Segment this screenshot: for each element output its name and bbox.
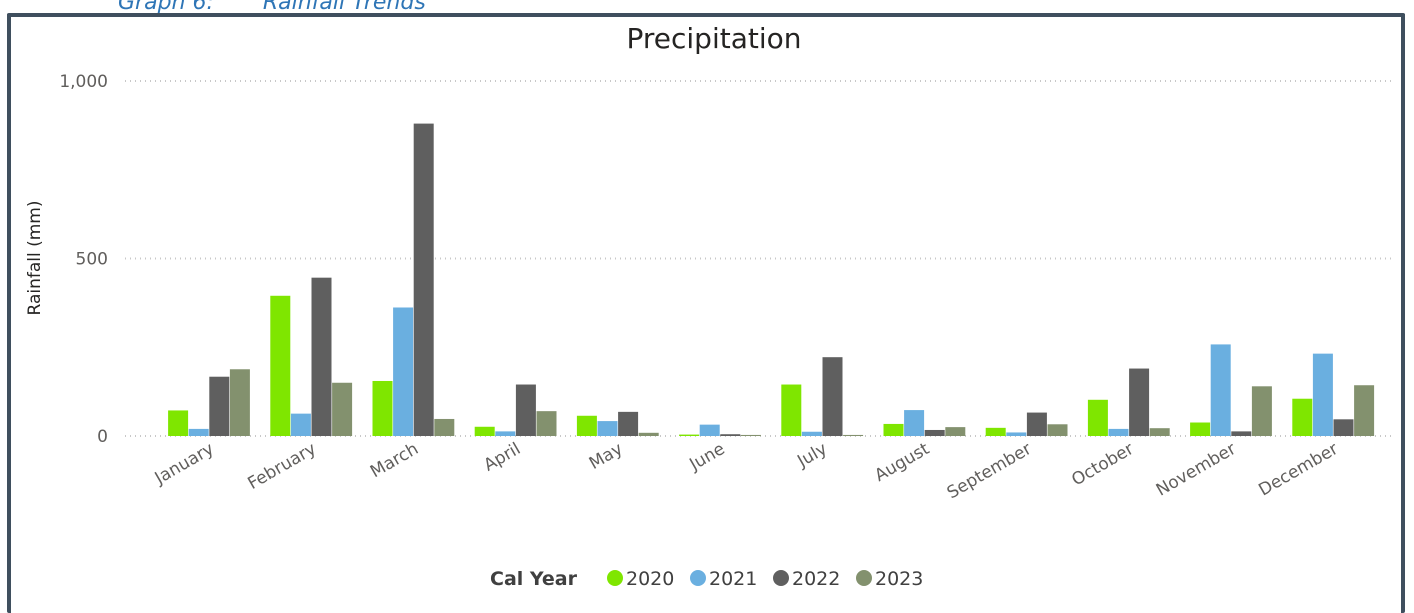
grid-lines — [125, 80, 1392, 437]
bars — [168, 123, 1375, 436]
bar-2023-march — [434, 418, 455, 436]
legend-marker-2020 — [607, 570, 623, 586]
bar-2021-july — [801, 431, 822, 436]
bar-2023-october — [1149, 428, 1170, 436]
bar-2020-september — [985, 427, 1006, 436]
bar-2023-june — [740, 434, 761, 436]
bar-2022-january — [209, 376, 230, 436]
y-tick-label: 0 — [97, 427, 108, 447]
x-tick-label: February — [244, 439, 319, 494]
bar-2020-june — [679, 434, 700, 436]
legend-label-2020: 2020 — [626, 568, 674, 590]
bar-2020-april — [474, 426, 495, 436]
bar-2022-may — [618, 411, 639, 436]
legend-title: Cal Year — [490, 568, 578, 590]
bar-2021-august — [904, 410, 925, 436]
bar-2021-april — [495, 431, 516, 436]
bar-2020-january — [168, 410, 189, 436]
bar-2021-september — [1006, 432, 1027, 436]
bar-2022-december — [1333, 419, 1354, 436]
bar-2020-february — [270, 295, 291, 436]
bar-2021-december — [1312, 353, 1333, 436]
x-tick-label: March — [367, 439, 422, 482]
legend-label-2022: 2022 — [792, 568, 840, 590]
bar-2023-november — [1251, 386, 1272, 436]
bar-2023-july — [843, 434, 864, 436]
bar-2022-august — [924, 429, 945, 436]
bar-2022-february — [311, 277, 332, 436]
legend-marker-2023 — [856, 570, 872, 586]
bar-2023-september — [1047, 424, 1068, 436]
x-tick-label: April — [480, 439, 524, 476]
legend-label-2023: 2023 — [875, 568, 923, 590]
figure-caption: Graph 6: Rainfall Trends — [118, 0, 426, 15]
x-tick-label: January — [151, 439, 218, 489]
bar-2023-february — [332, 382, 353, 436]
bar-2020-july — [781, 384, 802, 436]
bar-2020-may — [576, 415, 597, 436]
x-tick-label: August — [871, 439, 933, 486]
bar-2022-november — [1231, 431, 1252, 436]
legend: Cal Year 2020 2021 2022 2023 — [490, 568, 923, 590]
bar-2020-november — [1190, 422, 1211, 436]
bar-2020-august — [883, 423, 904, 436]
chart-frame — [7, 13, 1405, 613]
bar-2022-july — [822, 357, 843, 436]
bar-2022-october — [1129, 368, 1150, 436]
y-axis-label: Rainfall (mm) — [25, 201, 45, 316]
bar-2022-september — [1026, 412, 1047, 436]
bar-2020-december — [1292, 398, 1313, 436]
bar-2023-january — [229, 369, 250, 436]
bar-2021-february — [290, 413, 311, 436]
legend-label-2021: 2021 — [709, 568, 757, 590]
bar-2021-june — [699, 424, 720, 436]
bar-2023-december — [1354, 385, 1375, 436]
bar-2022-april — [515, 384, 536, 436]
chart-title: Precipitation — [626, 22, 801, 55]
bar-2022-march — [413, 123, 434, 436]
bar-2020-march — [372, 380, 393, 436]
bar-2023-august — [945, 427, 966, 436]
x-tick-label: July — [793, 439, 830, 472]
bar-2021-november — [1210, 344, 1231, 436]
bar-2021-march — [393, 307, 414, 436]
x-tick-label: December — [1255, 439, 1341, 500]
legend-marker-2022 — [773, 570, 789, 586]
bar-2023-april — [536, 411, 557, 436]
bar-2023-may — [638, 432, 659, 436]
bar-2021-january — [188, 428, 209, 436]
x-tick-label: May — [586, 439, 626, 474]
x-tick-label: September — [944, 439, 1035, 503]
bar-2021-may — [597, 421, 618, 436]
x-tick-label: November — [1153, 439, 1240, 501]
bar-2022-june — [720, 434, 741, 436]
axis-ticks: 0 500 1,000 January February March April May Jun… — [59, 72, 1341, 503]
precipitation-chart: Precipitation Rainfall (mm) 0 500 1,000 Jan… — [25, 22, 1392, 590]
y-tick-label: 1,000 — [59, 72, 108, 92]
x-tick-label: October — [1068, 439, 1137, 490]
bar-2020-october — [1087, 399, 1108, 436]
bar-2021-october — [1108, 428, 1129, 436]
x-tick-label: June — [686, 439, 729, 475]
legend-marker-2021 — [690, 570, 706, 586]
y-tick-label: 500 — [76, 250, 108, 270]
